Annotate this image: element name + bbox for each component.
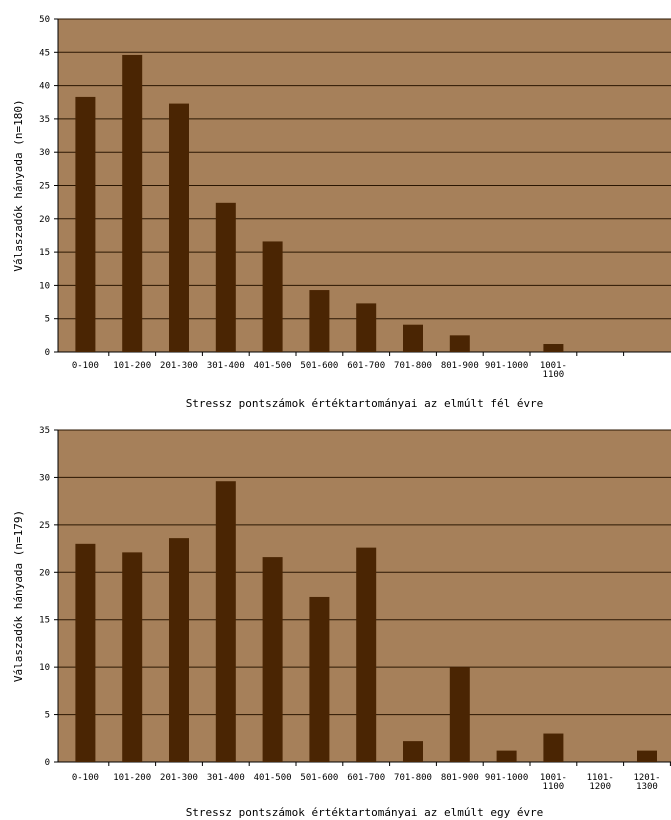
y-tick-label: 15 — [39, 616, 50, 626]
x-tick-label: 901-1000 — [485, 361, 528, 371]
y-axis-title: Válaszadók hányada (n=179) — [12, 510, 25, 682]
bar — [543, 344, 564, 352]
x-tick-label: 201-300 — [160, 361, 198, 371]
chart-1: 0 5 10 15 20 25 30 35 40 45 50 0-100 101-200 201-300 3… — [12, 15, 671, 410]
bar — [637, 750, 657, 762]
x-tick-label: 701-800 — [394, 773, 432, 783]
x-tick-label: 1001- — [540, 361, 567, 371]
y-tick-label: 40 — [39, 82, 50, 92]
y-tick-label: 20 — [39, 215, 50, 225]
x-tick-label: 401-500 — [254, 361, 292, 371]
y-tick-label: 10 — [39, 663, 50, 673]
y-tick-label: 45 — [39, 48, 50, 58]
x-tick-label: 0-100 — [72, 773, 99, 783]
y-tick-label: 50 — [39, 15, 50, 25]
x-tick-label: 901-1000 — [485, 773, 528, 783]
x-tick-label: 1100 — [543, 370, 565, 380]
y-tick-label: 20 — [39, 568, 50, 578]
bar — [356, 547, 377, 762]
y-tick-label: 10 — [39, 281, 50, 291]
bar — [543, 733, 564, 762]
y-tick-label: 5 — [45, 711, 50, 721]
x-tick-label: 501-600 — [300, 361, 338, 371]
bar — [309, 290, 330, 352]
y-tick-label: 30 — [39, 473, 50, 483]
y-tick-label: 25 — [39, 182, 50, 192]
bar — [122, 54, 143, 353]
bar — [262, 241, 283, 352]
bar — [403, 324, 423, 352]
x-tick-label: 1201- — [633, 773, 660, 783]
y-tick-label: 5 — [45, 315, 50, 325]
bar — [496, 750, 517, 762]
bar — [309, 596, 330, 762]
bar — [169, 103, 189, 352]
bar — [449, 335, 470, 352]
x-tick-label: 1200 — [589, 782, 611, 792]
x-tick-label: 101-200 — [113, 773, 151, 783]
y-tick-label: 0 — [45, 348, 50, 358]
y-tick-label: 15 — [39, 248, 50, 258]
bar — [75, 96, 96, 352]
bar — [403, 741, 423, 762]
x-tick-label: 0-100 — [72, 361, 99, 371]
bar — [262, 557, 283, 762]
x-tick-label: 801-900 — [441, 773, 479, 783]
x-tick-label: 701-800 — [394, 361, 432, 371]
bar — [169, 538, 189, 762]
x-tick-label: 601-700 — [347, 773, 385, 783]
bar — [449, 667, 470, 762]
bar — [215, 481, 236, 762]
x-tick-label: 201-300 — [160, 773, 198, 783]
y-tick-label: 30 — [39, 148, 50, 158]
x-tick-label: 801-900 — [441, 361, 479, 371]
x-tick-label: 1100 — [543, 782, 565, 792]
bar — [356, 303, 377, 352]
bar — [122, 552, 143, 762]
y-tick-label: 25 — [39, 521, 50, 531]
x-tick-label: 601-700 — [347, 361, 385, 371]
y-axis-title: Válaszadók hányada (n=180) — [12, 99, 25, 271]
x-tick-label: 1300 — [636, 782, 658, 792]
bar — [215, 202, 236, 352]
x-tick-label: 301-400 — [207, 361, 245, 371]
chart-2: 0 5 10 15 20 25 30 35 0-100 101-200 201-300 301-400… — [12, 426, 671, 819]
bar — [75, 543, 96, 762]
x-tick-label: 101-200 — [113, 361, 151, 371]
x-axis-title: Stressz pontszámok értéktartományai az e… — [186, 397, 544, 410]
x-tick-label: 301-400 — [207, 773, 245, 783]
y-tick-label: 0 — [45, 758, 50, 768]
y-tick-label: 35 — [39, 115, 50, 125]
x-axis-title: Stressz pontszámok értéktartományai az e… — [186, 806, 544, 819]
y-tick-label: 35 — [39, 426, 50, 436]
x-tick-label: 501-600 — [300, 773, 338, 783]
x-tick-label: 1101- — [587, 773, 614, 783]
x-tick-label: 401-500 — [254, 773, 292, 783]
x-tick-label: 1001- — [540, 773, 567, 783]
